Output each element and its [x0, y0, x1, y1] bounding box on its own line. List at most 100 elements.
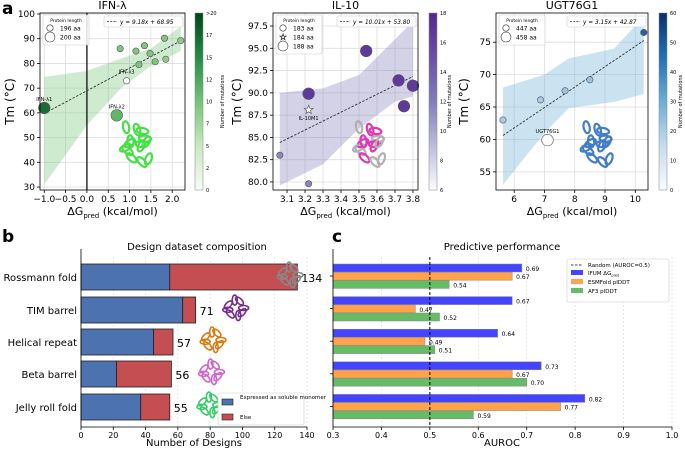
- structure-helix: [351, 142, 366, 153]
- structure-helix: [582, 120, 591, 135]
- legend-circle-icon: [44, 31, 56, 43]
- panel-label-c: c: [332, 227, 342, 247]
- bar-total-label: 134: [301, 272, 322, 285]
- x-axis-label-part: pred: [543, 212, 559, 220]
- y-tick-label: 85.0: [248, 133, 268, 143]
- legend-star-icon: ☆: [279, 33, 287, 43]
- protein-structure-image: [292, 271, 304, 279]
- data-point: [177, 37, 185, 45]
- bar-esmfold-piddt: [332, 402, 561, 411]
- size-legend-title: Protein length: [283, 18, 315, 24]
- scatter-panel-il-10: 3.1 3.2 3.3 3.4 3.5 3.6 3.7 3.8 80.0 82.5 85.0 87.5…: [230, 0, 453, 220]
- bar-segment-else: [182, 296, 197, 324]
- size-legend-label: 196 aa: [60, 26, 81, 33]
- bar-value-label: 0.51: [439, 348, 453, 355]
- structure-helix: [586, 134, 596, 149]
- point-label: IFN-λ1: [36, 97, 52, 103]
- protein-structure-image: [201, 373, 211, 383]
- protein-structure-image: [208, 326, 216, 338]
- chart-title: UGT76G1: [546, 0, 598, 12]
- chart-title: Design dataset composition: [127, 242, 267, 253]
- regression-line: [502, 40, 645, 136]
- bar-value-label: 0.59: [477, 413, 491, 420]
- x-tick-label: 0.0: [80, 195, 95, 205]
- y-tick-label: 55: [480, 168, 491, 178]
- legend-label-text: Expressed as soluble monomer: [240, 395, 327, 401]
- x-tick-label: 3.8: [406, 195, 421, 205]
- point-label: IL-10M1: [299, 116, 319, 122]
- y-tick-label: 100: [18, 10, 35, 20]
- x-tick-label: 0.8: [569, 431, 582, 440]
- colorbar-tick-label: 12: [206, 77, 212, 83]
- x-tick-label: 0.4: [375, 431, 388, 440]
- legend-label-text: ESMFold pIDDT: [588, 280, 630, 286]
- x-axis-label: ΔGpred (kcal/mol): [527, 205, 618, 220]
- x-tick-label: 60: [173, 431, 183, 440]
- plot-frame: [495, 12, 649, 191]
- legend-label-subscript: pred: [611, 274, 619, 278]
- x-tick-label: 80: [205, 431, 215, 440]
- bar-ifum-g: [332, 296, 513, 305]
- colorbar-tick-label: 0: [206, 188, 209, 194]
- protein-structure-image: [199, 364, 209, 374]
- colorbar-label: Number of mutations: [678, 74, 684, 128]
- bar-value-label: 0.49: [429, 339, 443, 346]
- panel-label-a: a: [2, 0, 13, 19]
- y-tick-label: 87.5: [248, 111, 268, 121]
- colorbar-tick-label: 15: [206, 55, 212, 61]
- colorbar-tick-label: 16: [440, 41, 446, 47]
- protein-structure-image: [205, 391, 213, 403]
- x-tick-label: 3.1: [280, 195, 294, 205]
- bar-esmfold-piddt: [332, 271, 513, 281]
- x-tick-label: 0.7: [520, 431, 533, 440]
- size-legend-label: 188 aa: [293, 44, 314, 51]
- bar-value-label: 0.54: [453, 282, 467, 289]
- size-legend-label: 447 aa: [516, 26, 537, 33]
- structure-helix: [121, 120, 131, 135]
- structure-helix: [586, 152, 599, 164]
- protein-structure-image: [118, 120, 154, 168]
- x-axis-label-part: ΔG: [300, 205, 316, 218]
- y-tick-label: 40: [24, 158, 36, 168]
- colorbar-tick-label: 10: [440, 129, 446, 135]
- fit-equation: y = 10.01x + 53.80: [352, 20, 410, 26]
- protein-structure-image: [210, 373, 218, 386]
- protein-structure-image: [212, 328, 222, 338]
- x-tick-label: 2.0: [165, 195, 180, 205]
- size-legend-title: Protein length: [506, 18, 538, 24]
- bar-segment-else: [153, 328, 174, 356]
- bar-segment-else: [140, 393, 171, 421]
- structure-helix: [359, 134, 368, 149]
- x-axis-label: ΔGpred (kcal/mol): [67, 205, 158, 220]
- size-legend-title: Protein length: [50, 18, 82, 24]
- x-tick-label: 8: [572, 195, 578, 205]
- data-point: [397, 100, 411, 113]
- structure-helix: [376, 152, 387, 166]
- bar-af3-piddt: [332, 345, 435, 354]
- category-label: Beta barrel: [22, 370, 77, 381]
- legend-label: AF3 pIDDT: [588, 289, 618, 295]
- data-point: [541, 133, 554, 147]
- protein-structure-image: [199, 406, 210, 416]
- x-tick-label: 0.3: [327, 431, 340, 440]
- y-tick-label: 90: [24, 35, 36, 45]
- x-tick-label: 0.5: [423, 431, 436, 440]
- point-label: IFN-λ2: [109, 104, 125, 110]
- y-tick-label: 80: [24, 59, 36, 69]
- bar-segment-else: [169, 263, 298, 291]
- bar-value-label: 0.70: [531, 380, 545, 387]
- legend-circle-icon: [279, 24, 287, 32]
- bar-esmfold-piddt: [332, 304, 416, 314]
- structure-helix: [368, 126, 383, 136]
- x-tick-label: 9: [602, 195, 608, 205]
- x-tick-label: −0.5: [55, 195, 77, 205]
- bar-ifum-g: [332, 328, 498, 338]
- x-tick-label: 10: [630, 195, 642, 205]
- data-point: [38, 101, 51, 115]
- protein-structure-image: [231, 294, 239, 306]
- x-axis-label-part: (kcal/mol): [99, 205, 158, 218]
- fit-legend-box: [336, 15, 417, 28]
- y-axis-label: Tm (°C): [3, 78, 17, 126]
- protein-structure-image: [285, 261, 293, 273]
- bar-ifum-g: [332, 361, 542, 371]
